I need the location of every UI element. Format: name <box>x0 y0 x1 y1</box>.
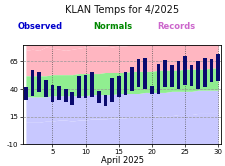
Bar <box>163 60 166 87</box>
Bar <box>31 70 34 96</box>
Bar <box>209 59 212 83</box>
Bar <box>149 86 153 93</box>
Bar <box>57 86 61 100</box>
X-axis label: April 2025: April 2025 <box>100 156 143 165</box>
Bar <box>77 76 80 98</box>
Bar <box>70 92 74 105</box>
Bar <box>103 95 107 106</box>
Bar <box>24 87 28 100</box>
Bar <box>202 58 206 87</box>
Bar <box>189 65 193 86</box>
Bar <box>169 65 173 87</box>
Bar <box>156 64 160 93</box>
Text: Normals: Normals <box>93 22 132 31</box>
Bar <box>64 89 67 102</box>
Text: KLAN Temps for 4/2025: KLAN Temps for 4/2025 <box>65 5 178 15</box>
Bar <box>215 54 219 81</box>
Text: Observed: Observed <box>18 22 63 31</box>
Text: Records: Records <box>157 22 194 31</box>
Bar <box>123 73 127 95</box>
Bar <box>182 56 186 85</box>
Bar <box>130 67 133 91</box>
Bar <box>143 58 146 89</box>
Bar <box>44 80 47 97</box>
Bar <box>196 61 199 89</box>
Bar <box>176 61 179 89</box>
Bar <box>37 73 41 92</box>
Bar <box>83 75 87 98</box>
Bar <box>116 76 120 97</box>
Bar <box>90 73 94 97</box>
Bar <box>110 78 113 102</box>
Bar <box>136 59 140 87</box>
Bar <box>50 85 54 102</box>
Bar <box>97 91 100 103</box>
